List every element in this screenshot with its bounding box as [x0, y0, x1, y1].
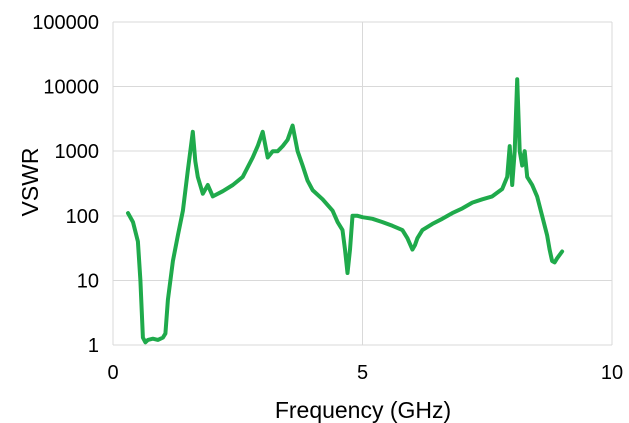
y-tick-label: 1000: [55, 141, 100, 163]
series-layer: [126, 77, 565, 345]
x-tick-labels: 0 5 10: [107, 362, 623, 384]
y-axis-title: VSWR: [17, 148, 43, 217]
series-line: [126, 77, 565, 345]
x-tick-label: 5: [357, 362, 368, 384]
y-tick-label: 100: [66, 206, 99, 228]
y-tick-label: 10000: [43, 77, 99, 99]
y-tick-label: 10: [77, 270, 99, 292]
y-tick-labels: 1 10 100 1000 10000 100000: [32, 12, 99, 357]
x-tick-label: 0: [107, 362, 118, 384]
y-tick-label: 1: [88, 335, 99, 357]
y-tick-label: 100000: [32, 12, 99, 34]
x-tick-label: 10: [601, 362, 623, 384]
x-axis-title: Frequency (GHz): [275, 397, 451, 423]
